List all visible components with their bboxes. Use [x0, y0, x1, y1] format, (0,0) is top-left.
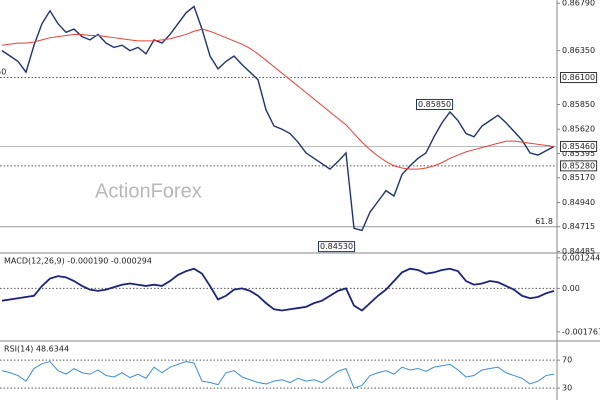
series-line — [1, 5, 555, 232]
label-box — [318, 241, 356, 253]
y-tick-label: 0.85850 — [562, 100, 595, 109]
series-line — [1, 267, 555, 312]
y-tick-label: 30 — [562, 384, 572, 393]
label-box — [560, 160, 598, 172]
y-tick-label: -0.001767 — [562, 327, 600, 336]
y-tick-label: 0.86350 — [562, 46, 595, 55]
annotation-label: 6150 — [0, 68, 6, 77]
y-tick-label: 0.001244 — [562, 253, 600, 262]
y-tick-label: 0.84485 — [562, 247, 595, 256]
panel-title: RSI(14) 48.6344 — [4, 345, 69, 354]
y-tick-label: 0.84715 — [562, 222, 595, 231]
y-tick-label: 0.00 — [562, 284, 580, 293]
label-box — [416, 98, 454, 110]
series-line — [1, 28, 555, 170]
y-tick-label: 0.86790 — [562, 0, 595, 8]
level-label: 0.85460 — [562, 142, 595, 151]
y-tick-label: 0.85395 — [562, 149, 595, 158]
y-tick-label: 0.85620 — [562, 125, 595, 134]
panel-title: MACD(12,26,9) -0.000190 -0.000294 — [4, 257, 152, 266]
level-label: 0.86100 — [562, 73, 595, 82]
level-label: 0.85280 — [562, 161, 595, 170]
series-line — [1, 361, 555, 389]
y-tick-label: 70 — [562, 356, 572, 365]
label-box — [560, 72, 598, 84]
annotation-label: 0.84530 — [320, 242, 353, 251]
y-tick-label: 0.85170 — [562, 173, 595, 182]
y-tick-label: 0.84940 — [562, 198, 595, 207]
fib-label: 61.8 — [535, 217, 553, 226]
watermark: ActionForex — [95, 180, 202, 202]
label-box — [560, 140, 598, 152]
annotation-label: 0.85850 — [418, 100, 451, 109]
